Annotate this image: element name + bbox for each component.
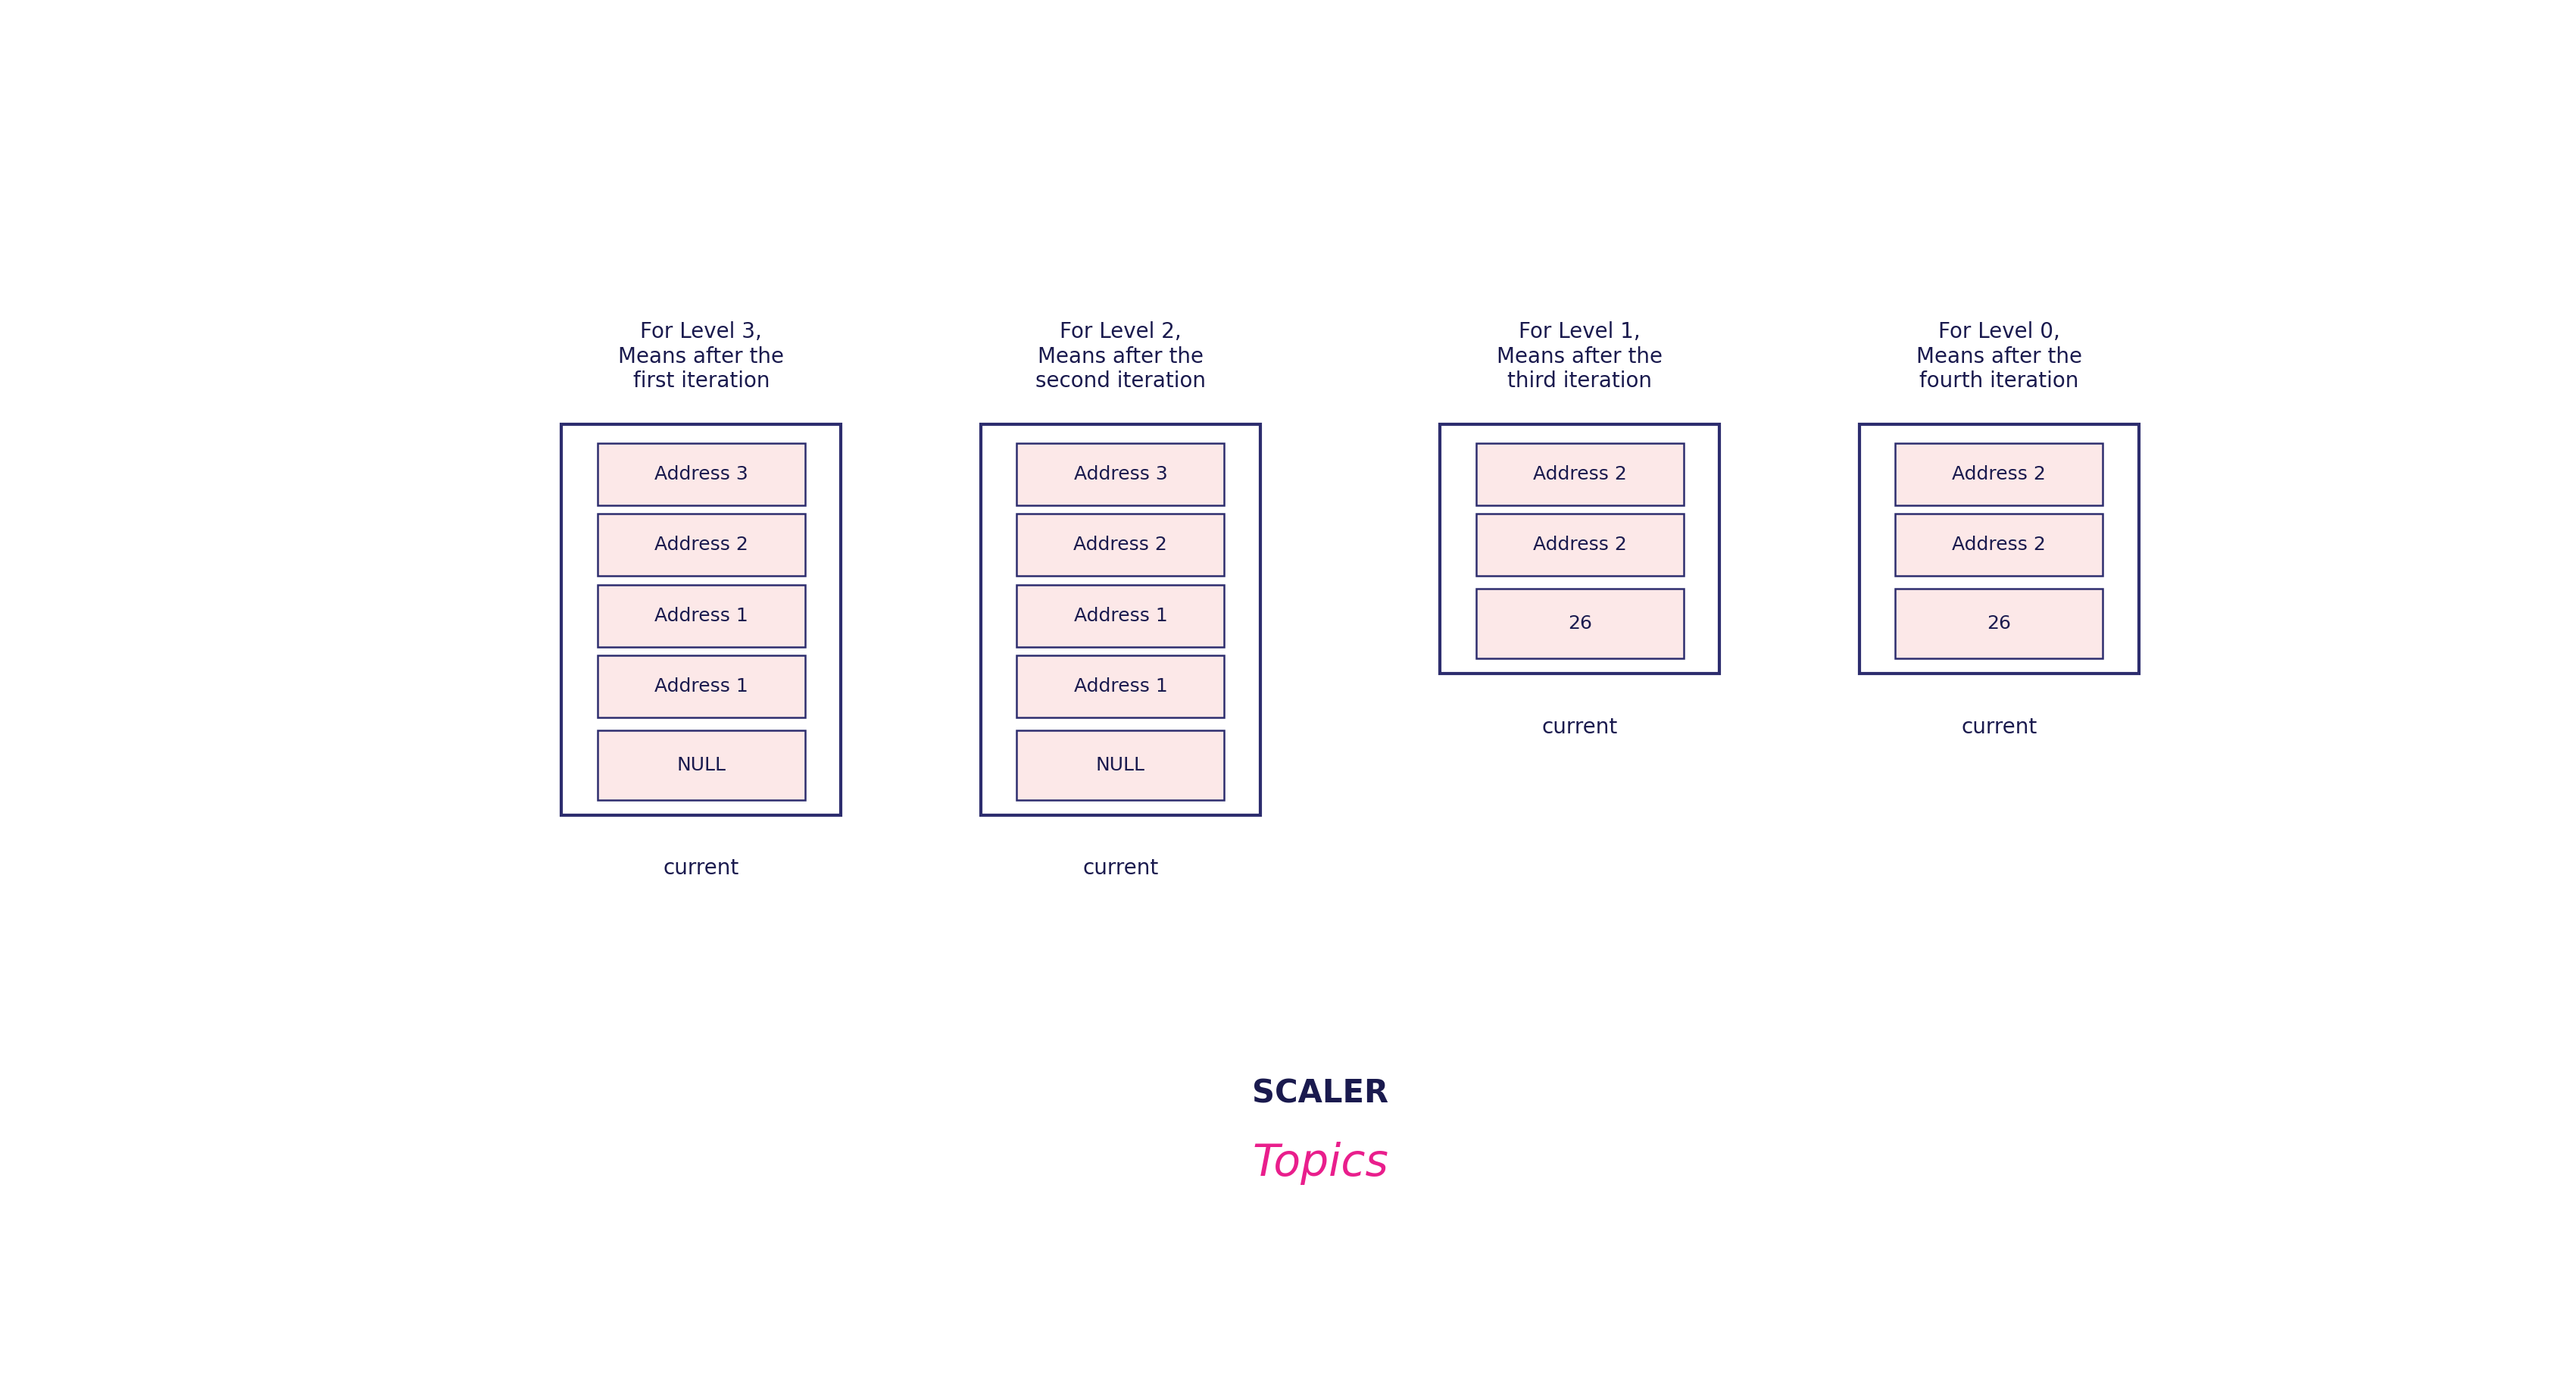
FancyBboxPatch shape — [1018, 444, 1224, 505]
FancyBboxPatch shape — [1476, 588, 1685, 658]
Text: Topics: Topics — [1252, 1142, 1388, 1185]
Text: For Level 3,
Means after the
first iteration: For Level 3, Means after the first itera… — [618, 321, 783, 392]
Text: Address 1: Address 1 — [654, 606, 747, 625]
FancyBboxPatch shape — [1476, 444, 1685, 505]
FancyBboxPatch shape — [1896, 444, 2102, 505]
FancyBboxPatch shape — [598, 513, 806, 576]
Text: For Level 2,
Means after the
second iteration: For Level 2, Means after the second iter… — [1036, 321, 1206, 392]
Text: Address 2: Address 2 — [1074, 536, 1167, 554]
Text: Address 1: Address 1 — [654, 677, 747, 696]
Text: Address 2: Address 2 — [1953, 536, 2045, 554]
Text: current: current — [1082, 858, 1159, 879]
FancyBboxPatch shape — [1896, 513, 2102, 576]
Text: NULL: NULL — [1095, 757, 1146, 775]
Text: SCALER: SCALER — [1252, 1078, 1388, 1110]
FancyBboxPatch shape — [1018, 730, 1224, 800]
FancyBboxPatch shape — [598, 655, 806, 718]
Text: Address 1: Address 1 — [1074, 677, 1167, 696]
FancyBboxPatch shape — [1896, 588, 2102, 658]
FancyBboxPatch shape — [1018, 513, 1224, 576]
Text: Address 3: Address 3 — [1074, 465, 1167, 484]
FancyBboxPatch shape — [598, 584, 806, 647]
Text: For Level 1,
Means after the
third iteration: For Level 1, Means after the third itera… — [1497, 321, 1662, 392]
Text: Address 2: Address 2 — [1533, 465, 1625, 484]
Text: Address 2: Address 2 — [1953, 465, 2045, 484]
FancyBboxPatch shape — [1476, 513, 1685, 576]
Text: 26: 26 — [1986, 615, 2012, 633]
FancyBboxPatch shape — [1440, 424, 1721, 673]
FancyBboxPatch shape — [981, 424, 1260, 815]
FancyBboxPatch shape — [598, 444, 806, 505]
Text: 26: 26 — [1569, 615, 1592, 633]
Text: Address 2: Address 2 — [654, 536, 747, 554]
Text: For Level 0,
Means after the
fourth iteration: For Level 0, Means after the fourth iter… — [1917, 321, 2081, 392]
Text: Address 2: Address 2 — [1533, 536, 1625, 554]
Text: current: current — [1960, 716, 2038, 737]
Text: current: current — [1543, 716, 1618, 737]
Text: current: current — [665, 858, 739, 879]
FancyBboxPatch shape — [1860, 424, 2138, 673]
Text: Address 3: Address 3 — [654, 465, 747, 484]
Text: NULL: NULL — [677, 757, 726, 775]
FancyBboxPatch shape — [1018, 655, 1224, 718]
FancyBboxPatch shape — [562, 424, 840, 815]
Text: Address 1: Address 1 — [1074, 606, 1167, 625]
FancyBboxPatch shape — [1018, 584, 1224, 647]
FancyBboxPatch shape — [598, 730, 806, 800]
